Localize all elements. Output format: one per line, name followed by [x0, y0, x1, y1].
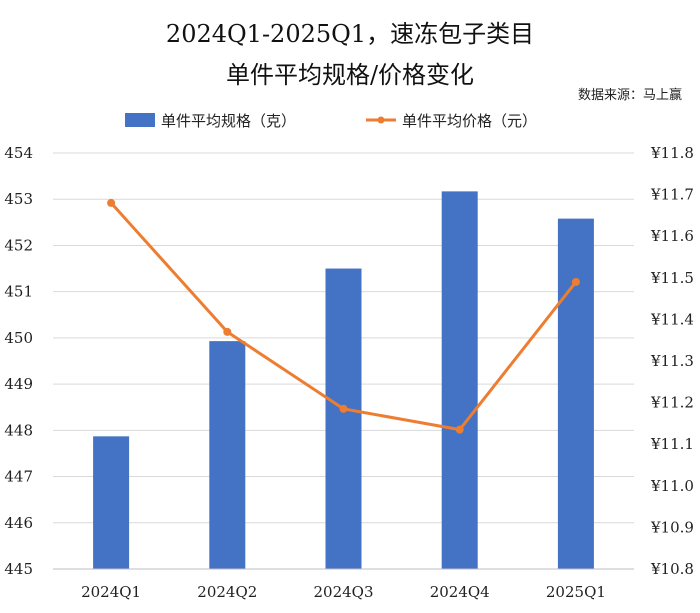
x-tick-label: 2024Q2 — [197, 583, 257, 601]
right-tick-label: ¥11.1 — [650, 435, 694, 453]
x-tick-label: 2024Q1 — [81, 583, 141, 601]
left-tick-label: 454 — [4, 144, 33, 162]
legend-label-line: 单件平均价格（元） — [402, 112, 537, 130]
price-point-2025Q1 — [571, 277, 580, 286]
legend-swatch-bar — [125, 113, 155, 127]
bar-2024Q1 — [93, 436, 130, 569]
left-tick-label: 445 — [4, 560, 33, 578]
right-tick-label: ¥11.5 — [650, 269, 694, 287]
left-axis-ticks: 445 446 447 448 449 450 451 452 453 454 — [4, 144, 33, 578]
x-tick-label: 2025Q1 — [546, 583, 606, 601]
right-tick-label: ¥10.9 — [650, 518, 694, 536]
legend: 单件平均规格（克） 单件平均价格（元） — [125, 112, 537, 130]
left-tick-label: 449 — [4, 375, 33, 393]
right-tick-label: ¥10.8 — [650, 560, 694, 578]
bar-2025Q1 — [557, 218, 594, 569]
right-tick-label: ¥11.0 — [650, 477, 694, 495]
bar-2024Q3 — [325, 268, 362, 569]
left-tick-label: 447 — [4, 468, 33, 486]
price-point-2024Q4 — [455, 425, 464, 434]
left-tick-label: 450 — [4, 329, 33, 347]
left-tick-label: 452 — [4, 236, 33, 254]
right-tick-label: ¥11.4 — [650, 310, 694, 328]
legend-label-bar: 单件平均规格（克） — [161, 112, 296, 130]
price-point-2024Q1 — [107, 198, 116, 207]
right-tick-label: ¥11.8 — [650, 144, 694, 162]
right-tick-label: ¥11.7 — [650, 186, 694, 204]
left-tick-label: 451 — [4, 283, 33, 301]
bar-2024Q2 — [209, 341, 246, 569]
left-tick-label: 446 — [4, 514, 33, 532]
left-tick-label: 453 — [4, 190, 33, 208]
left-tick-label: 448 — [4, 421, 33, 439]
right-tick-label: ¥11.2 — [650, 394, 694, 412]
right-tick-label: ¥11.6 — [650, 227, 694, 245]
price-point-2024Q2 — [223, 327, 232, 336]
bar-series — [93, 191, 594, 569]
right-axis-ticks: ¥10.8 ¥10.9 ¥11.0 ¥11.1 ¥11.2 ¥11.3 ¥11.4 ¥11.5… — [650, 144, 694, 578]
price-point-2024Q3 — [339, 404, 348, 413]
x-axis-ticks: 2024Q1 2024Q2 2024Q3 2024Q4 2025Q1 — [81, 583, 606, 601]
x-tick-label: 2024Q3 — [313, 583, 373, 601]
chart-title-line1: 2024Q1-2025Q1，速冻包子类目 — [166, 20, 534, 48]
right-tick-label: ¥11.3 — [650, 352, 694, 370]
x-tick-label: 2024Q4 — [430, 583, 490, 601]
line-series — [107, 198, 580, 434]
chart-title-line2: 单件平均规格/价格变化 — [226, 61, 474, 89]
legend-swatch-marker — [377, 116, 385, 124]
bar-2024Q4 — [441, 191, 478, 569]
source-note: 数据来源：马上赢 — [578, 87, 682, 103]
